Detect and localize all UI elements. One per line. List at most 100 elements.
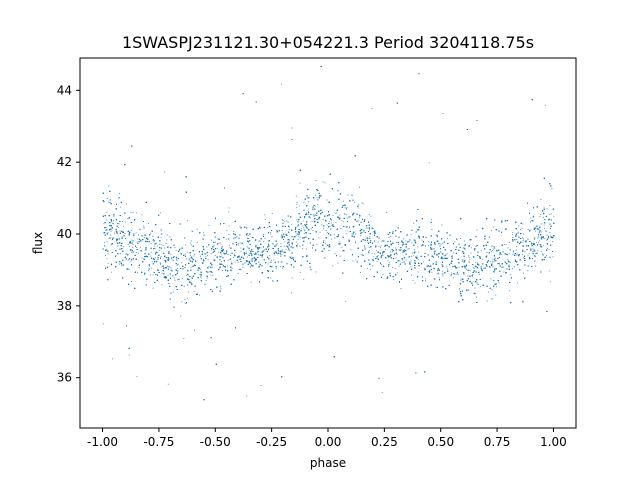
data-point bbox=[501, 267, 503, 268]
data-point bbox=[297, 235, 299, 237]
data-point bbox=[457, 273, 459, 275]
data-point bbox=[492, 226, 494, 228]
data-point bbox=[170, 267, 172, 269]
data-point bbox=[542, 216, 544, 218]
data-point bbox=[255, 244, 257, 246]
data-points bbox=[102, 66, 555, 401]
data-point bbox=[274, 251, 276, 253]
data-point bbox=[345, 233, 347, 235]
data-point bbox=[107, 232, 109, 234]
data-point bbox=[481, 250, 483, 252]
data-point bbox=[323, 240, 325, 242]
data-point bbox=[237, 272, 239, 274]
data-point bbox=[280, 249, 282, 251]
data-point bbox=[264, 237, 266, 239]
data-point bbox=[491, 289, 493, 291]
data-point bbox=[213, 244, 215, 246]
data-point bbox=[225, 238, 227, 240]
data-point bbox=[548, 249, 550, 251]
data-point bbox=[491, 230, 492, 232]
data-point bbox=[491, 249, 493, 251]
data-point bbox=[476, 282, 478, 284]
data-point bbox=[207, 254, 208, 256]
data-point bbox=[158, 249, 160, 251]
data-point bbox=[546, 255, 547, 257]
data-point bbox=[534, 237, 536, 239]
data-point bbox=[542, 253, 543, 255]
data-point bbox=[190, 240, 192, 242]
data-point bbox=[287, 221, 289, 223]
data-point bbox=[246, 256, 248, 258]
data-point bbox=[299, 236, 301, 238]
data-point bbox=[530, 219, 532, 221]
data-point bbox=[541, 236, 543, 238]
data-point bbox=[425, 280, 426, 282]
data-point bbox=[124, 233, 126, 234]
data-point bbox=[375, 246, 377, 248]
data-point bbox=[291, 223, 293, 225]
data-point bbox=[543, 224, 545, 226]
data-point bbox=[492, 280, 494, 282]
data-point bbox=[522, 272, 524, 274]
data-point bbox=[535, 230, 536, 232]
data-point bbox=[367, 242, 369, 244]
data-point bbox=[152, 274, 154, 276]
data-point bbox=[122, 225, 124, 227]
data-point bbox=[288, 248, 289, 250]
data-point bbox=[533, 215, 535, 217]
data-point bbox=[402, 259, 404, 261]
data-point bbox=[302, 220, 304, 222]
data-point bbox=[307, 208, 309, 210]
data-point bbox=[267, 227, 269, 228]
data-point bbox=[194, 253, 195, 255]
data-point bbox=[249, 260, 251, 262]
data-point bbox=[108, 185, 110, 187]
data-point bbox=[141, 214, 143, 216]
data-point bbox=[247, 235, 249, 236]
data-point bbox=[345, 301, 347, 303]
data-point bbox=[368, 213, 370, 215]
data-point bbox=[524, 251, 526, 253]
data-point bbox=[160, 248, 162, 250]
data-point bbox=[535, 253, 537, 254]
data-point bbox=[378, 245, 380, 247]
data-point bbox=[421, 239, 423, 241]
data-point bbox=[435, 263, 436, 265]
data-point bbox=[184, 299, 186, 301]
data-point bbox=[188, 274, 190, 276]
data-point bbox=[380, 246, 381, 248]
data-point bbox=[549, 281, 551, 283]
data-point bbox=[299, 271, 301, 273]
data-point bbox=[435, 286, 437, 288]
data-point bbox=[291, 127, 293, 129]
data-point bbox=[174, 277, 176, 279]
data-point bbox=[370, 215, 372, 217]
data-point bbox=[260, 247, 262, 249]
data-point bbox=[119, 230, 121, 232]
data-point bbox=[550, 213, 552, 215]
data-point bbox=[150, 232, 152, 234]
data-point bbox=[358, 220, 360, 222]
data-point bbox=[453, 273, 455, 275]
data-point bbox=[233, 257, 235, 258]
data-point bbox=[296, 207, 298, 209]
data-point bbox=[133, 233, 135, 234]
data-point bbox=[132, 243, 134, 245]
data-point bbox=[281, 83, 282, 85]
data-point bbox=[139, 246, 141, 248]
data-point bbox=[219, 267, 221, 269]
data-point bbox=[282, 222, 284, 224]
data-point bbox=[506, 258, 508, 260]
data-point bbox=[246, 253, 247, 255]
data-point bbox=[283, 245, 285, 247]
data-point bbox=[189, 260, 191, 262]
data-point bbox=[162, 244, 164, 246]
data-point bbox=[458, 266, 460, 268]
data-point bbox=[360, 221, 362, 223]
data-point bbox=[249, 263, 251, 265]
data-point bbox=[487, 291, 489, 293]
data-point bbox=[270, 231, 272, 233]
data-point bbox=[296, 219, 298, 221]
data-point bbox=[138, 267, 140, 269]
data-point bbox=[193, 255, 195, 257]
